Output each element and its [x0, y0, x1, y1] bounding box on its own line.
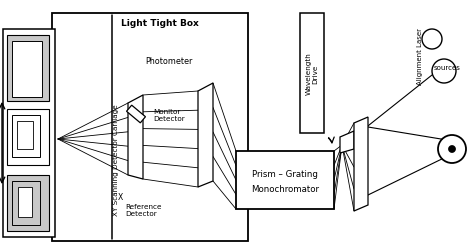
- Bar: [12, 116, 40, 157]
- Polygon shape: [340, 132, 354, 154]
- Bar: [52, 14, 248, 241]
- Text: Prism – Grating: Prism – Grating: [252, 169, 318, 178]
- Bar: [12, 181, 40, 225]
- Bar: [17, 122, 33, 150]
- Text: Reference
Detector: Reference Detector: [125, 203, 162, 216]
- Polygon shape: [127, 106, 146, 123]
- Bar: [3, 30, 55, 237]
- Text: Alignment Laser: Alignment Laser: [417, 28, 423, 85]
- Bar: [7, 110, 49, 165]
- Text: Wavelength
Drive: Wavelength Drive: [306, 52, 319, 95]
- Bar: [12, 42, 42, 98]
- Text: XY Scanning Detector Carriage: XY Scanning Detector Carriage: [113, 104, 119, 215]
- Text: Light Tight Box: Light Tight Box: [121, 20, 199, 28]
- Bar: [18, 187, 32, 217]
- Bar: [7, 36, 49, 102]
- Text: sources: sources: [434, 65, 461, 71]
- Bar: [300, 14, 324, 134]
- Bar: [236, 152, 334, 209]
- Polygon shape: [198, 84, 213, 187]
- Text: X: X: [118, 193, 123, 202]
- Polygon shape: [354, 118, 368, 211]
- Text: Monochromator: Monochromator: [251, 184, 319, 194]
- Polygon shape: [128, 96, 143, 179]
- Text: Photometer: Photometer: [145, 57, 192, 66]
- Circle shape: [448, 146, 456, 153]
- Text: Monitor
Detector: Monitor Detector: [153, 109, 185, 122]
- Bar: [7, 175, 49, 231]
